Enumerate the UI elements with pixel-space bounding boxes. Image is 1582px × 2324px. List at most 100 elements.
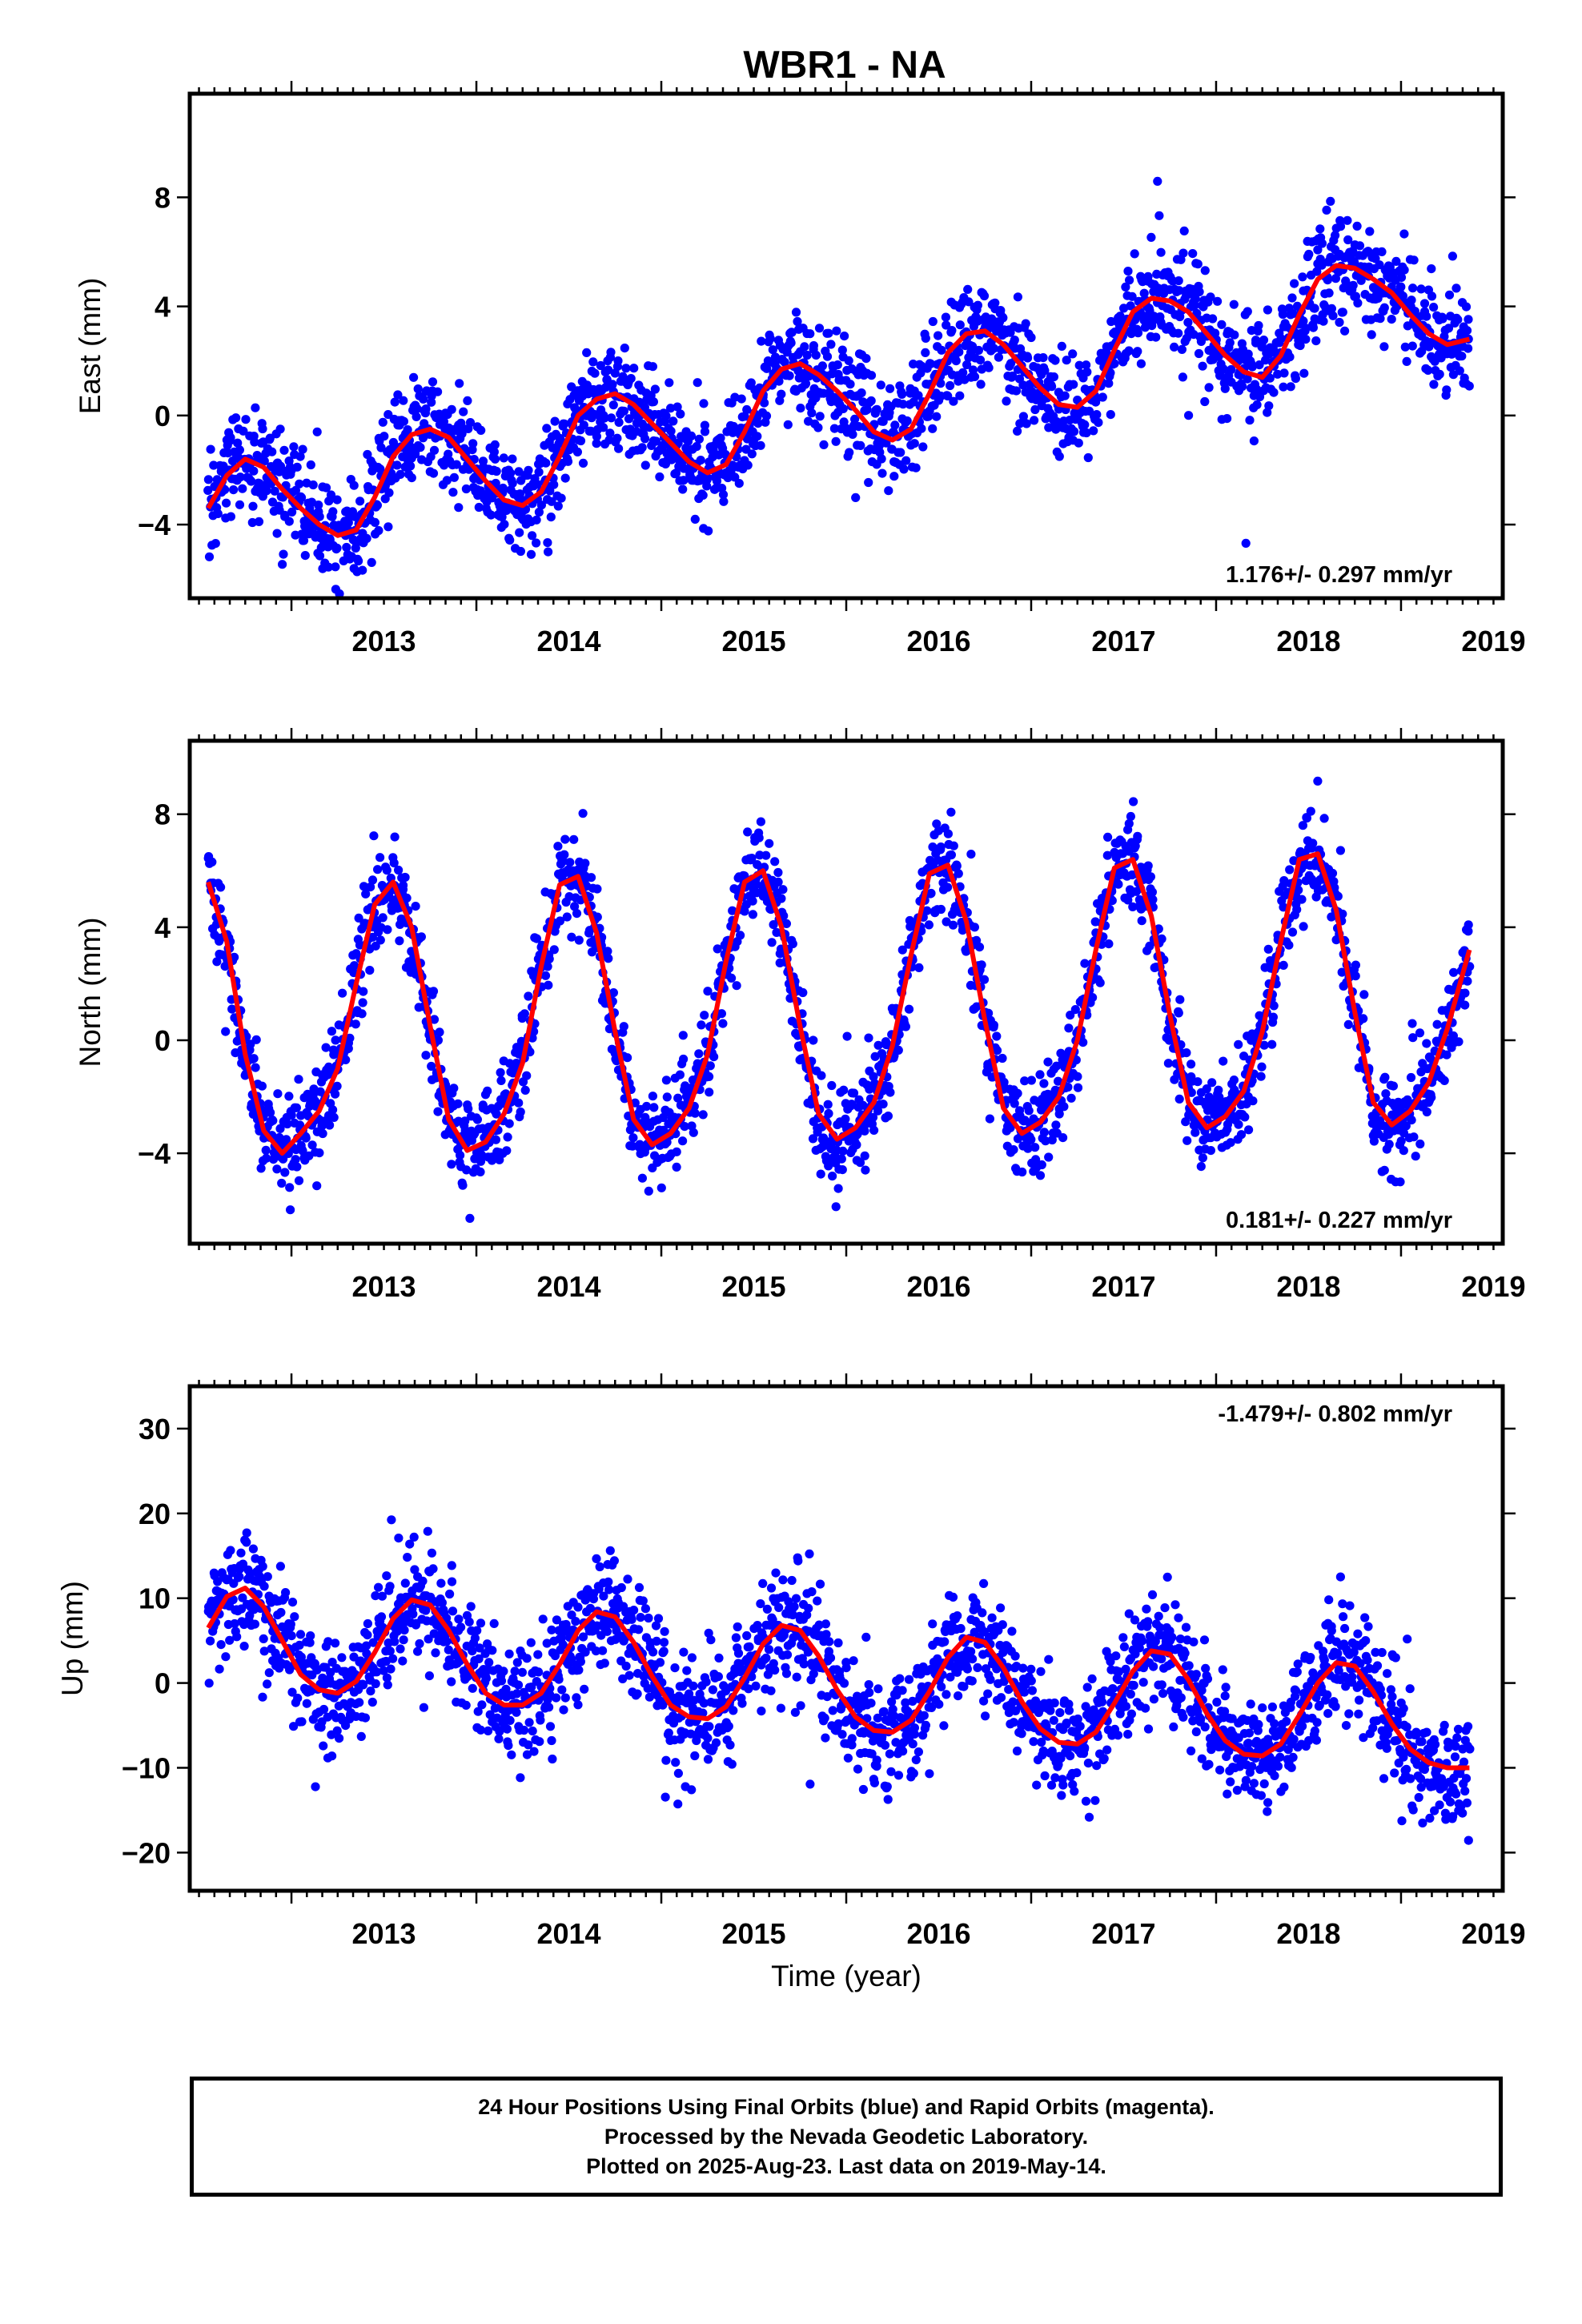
position-point xyxy=(256,1164,266,1173)
position-point xyxy=(362,533,371,544)
position-point xyxy=(546,513,556,522)
position-point xyxy=(383,522,393,532)
position-point xyxy=(1443,324,1454,333)
position-point xyxy=(885,1088,895,1097)
position-point xyxy=(868,1112,878,1122)
position-point xyxy=(549,480,559,489)
position-point xyxy=(287,1631,296,1641)
position-point xyxy=(557,1685,567,1695)
position-point xyxy=(1426,1053,1435,1063)
rate-label: 0.181+/- 0.227 mm/yr xyxy=(1226,1208,1452,1233)
position-point xyxy=(773,867,783,878)
position-point xyxy=(1154,211,1164,220)
position-point xyxy=(648,397,659,407)
position-point xyxy=(305,1638,315,1647)
position-point xyxy=(1219,1056,1228,1066)
position-point xyxy=(780,357,789,367)
position-point xyxy=(355,497,365,506)
position-point xyxy=(454,1614,464,1624)
position-point xyxy=(610,368,620,378)
position-point xyxy=(203,475,213,485)
position-point xyxy=(484,1726,493,1735)
position-point xyxy=(757,336,766,346)
position-point xyxy=(899,464,909,474)
position-point xyxy=(672,1162,681,1172)
position-point xyxy=(1186,1088,1196,1097)
position-point xyxy=(1353,298,1363,308)
y-tick-label: 4 xyxy=(155,911,171,944)
position-point xyxy=(705,1072,714,1081)
position-point xyxy=(964,297,974,307)
position-point xyxy=(837,1165,847,1175)
position-point xyxy=(816,1169,825,1179)
x-tick-label: 2015 xyxy=(721,625,785,657)
position-point xyxy=(1396,272,1407,282)
position-point xyxy=(1384,1140,1394,1149)
position-point xyxy=(1095,978,1105,987)
position-point xyxy=(1196,1162,1206,1172)
position-point xyxy=(1455,366,1464,376)
position-point xyxy=(979,975,990,984)
position-point xyxy=(648,1092,658,1101)
position-point xyxy=(932,412,942,421)
position-point xyxy=(661,1076,672,1085)
position-point xyxy=(504,1741,513,1751)
position-point xyxy=(447,1561,456,1570)
position-point xyxy=(861,354,871,364)
position-point xyxy=(1407,296,1416,305)
position-point xyxy=(1229,1076,1239,1085)
position-point xyxy=(1299,368,1309,378)
position-point xyxy=(1078,1038,1088,1047)
position-point xyxy=(1375,260,1384,270)
position-point xyxy=(259,456,269,466)
position-point xyxy=(1110,359,1119,368)
position-point xyxy=(1080,959,1090,968)
position-point xyxy=(1452,283,1461,293)
position-point xyxy=(679,1054,689,1064)
position-point xyxy=(754,833,764,842)
position-point xyxy=(1294,885,1303,895)
position-point xyxy=(778,885,788,895)
position-point xyxy=(429,1015,440,1024)
position-point xyxy=(1073,1072,1082,1081)
position-point xyxy=(873,1040,883,1050)
position-point xyxy=(585,1603,596,1613)
position-point xyxy=(1415,1139,1425,1149)
position-point xyxy=(354,556,363,566)
position-point xyxy=(604,1585,614,1594)
position-point xyxy=(1355,241,1365,251)
position-point xyxy=(216,883,226,892)
position-point xyxy=(909,439,919,448)
position-point xyxy=(378,913,387,923)
position-point xyxy=(985,1114,994,1124)
position-point xyxy=(465,1213,475,1223)
position-point xyxy=(602,1626,612,1636)
position-point xyxy=(1301,324,1311,333)
position-point xyxy=(297,493,307,502)
position-point xyxy=(312,427,322,436)
position-point xyxy=(428,987,439,996)
position-point xyxy=(752,879,761,889)
position-point xyxy=(699,399,709,408)
position-point xyxy=(355,940,365,950)
position-point xyxy=(408,372,419,382)
position-point xyxy=(862,404,872,414)
position-point xyxy=(1464,920,1473,930)
position-point xyxy=(621,364,631,373)
position-point xyxy=(620,344,629,353)
position-point xyxy=(395,936,404,946)
position-point xyxy=(325,1120,335,1130)
position-point xyxy=(901,456,911,465)
position-point xyxy=(402,893,412,903)
position-point xyxy=(262,1153,271,1163)
position-point xyxy=(410,1565,420,1574)
position-point xyxy=(522,1750,532,1759)
position-point xyxy=(569,834,579,844)
position-point xyxy=(292,462,302,472)
position-point xyxy=(367,932,377,942)
position-point xyxy=(1133,328,1143,338)
position-point xyxy=(897,945,907,955)
position-point xyxy=(807,408,817,418)
position-point xyxy=(1049,372,1058,382)
